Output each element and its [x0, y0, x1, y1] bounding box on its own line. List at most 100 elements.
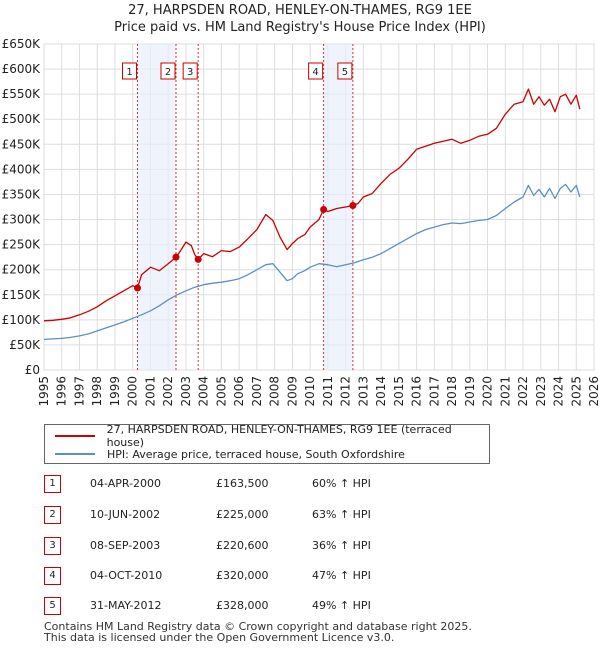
x-tick-label: 2001	[143, 376, 157, 407]
x-tick-label: 2005	[214, 376, 228, 407]
series-line-property	[43, 88, 581, 322]
sale-marker-box	[160, 62, 176, 80]
sale-marker-2: 2	[160, 62, 176, 80]
x-tick-label: 1996	[55, 376, 69, 407]
sale-date: 08-SEP-2003	[90, 539, 161, 552]
x-tick-label: 2017	[427, 376, 441, 407]
x-tick-label: 2025	[569, 376, 583, 407]
sale-row-4: 4 04-OCT-2010 £320,000 47% ↑ HPI	[44, 567, 464, 587]
sale-price: £220,600	[216, 539, 269, 552]
sale-marker-3: 3	[182, 62, 198, 80]
sale-number-badge: 2	[44, 506, 61, 524]
grid-lines	[43, 43, 595, 371]
sale-point-1	[134, 284, 141, 292]
chart-title-address: 27, HARPSDEN ROAD, HENLEY-ON-THAMES, RG9…	[128, 3, 472, 18]
y-tick-label: £600K	[2, 62, 42, 76]
y-axis-ticks: £0 £50K £100K £150K £200K £250K £300K £350K £400…	[2, 37, 42, 377]
x-tick-label: 2013	[356, 376, 370, 407]
y-tick-label: £400K	[2, 162, 42, 176]
x-tick-label: 2007	[250, 376, 264, 407]
y-tick-label: £200K	[2, 263, 42, 277]
x-tick-label: 1997	[72, 376, 86, 407]
sale-point-2	[172, 253, 180, 261]
x-tick-label: 2024	[552, 376, 566, 407]
sale-point-3	[194, 255, 202, 263]
sale-point-5	[349, 201, 357, 209]
x-tick-label: 2009	[285, 376, 299, 407]
x-tick-label: 2018	[445, 376, 459, 407]
y-tick-label: £450K	[2, 137, 42, 151]
sale-row-3: 3 08-SEP-2003 £220,600 36% ↑ HPI	[44, 537, 464, 557]
legend-swatch-hpi	[55, 453, 95, 455]
x-tick-label: 1995	[37, 376, 51, 407]
chart-subtitle: Price paid vs. HM Land Registry's House …	[114, 20, 486, 35]
sale-marker-4: 4	[308, 62, 324, 80]
sale-price: £320,000	[216, 569, 269, 582]
sale-marker-label: 4	[312, 67, 318, 78]
x-tick-label: 2022	[516, 376, 530, 407]
footer-copyright: Contains HM Land Registry data © Crown c…	[44, 620, 472, 633]
x-tick-label: 2019	[463, 376, 477, 407]
sale-number-badge: 1	[44, 475, 61, 493]
sale-row-1: 1 04-APR-2000 £163,500 60% ↑ HPI	[44, 475, 464, 495]
sale-marker-5: 5	[337, 62, 353, 80]
x-tick-label: 2014	[374, 376, 388, 407]
x-tick-label: 2002	[161, 376, 175, 407]
price-chart: 1 2 3 4 5 £0 £50K £100K £150K £200K £250K £300K £35…	[2, 37, 600, 407]
sale-marker-1: 1	[122, 62, 137, 80]
x-tick-label: 2008	[268, 376, 282, 407]
sale-price: £328,000	[216, 599, 269, 612]
sale-marker-box	[122, 62, 137, 80]
sale-hpi-change: 63% ↑ HPI	[312, 508, 371, 521]
sale-period-band	[137, 44, 176, 370]
sale-marker-label: 3	[187, 67, 193, 78]
sale-date: 10-JUN-2002	[90, 508, 161, 521]
y-tick-label: £650K	[2, 37, 42, 51]
sale-row-5: 5 31-MAY-2012 £328,000 49% ↑ HPI	[44, 597, 464, 617]
sale-hpi-change: 47% ↑ HPI	[312, 569, 371, 582]
y-tick-label: £350K	[2, 187, 42, 201]
x-tick-label: 2016	[410, 376, 424, 407]
x-tick-label: 1999	[108, 376, 122, 407]
sale-marker-box	[337, 62, 353, 80]
sale-date: 04-APR-2000	[90, 477, 162, 490]
sale-marker-label: 1	[126, 67, 132, 78]
sale-points	[134, 201, 357, 292]
x-tick-label: 2021	[498, 376, 512, 407]
sale-row-2: 2 10-JUN-2002 £225,000 63% ↑ HPI	[44, 506, 464, 526]
sale-date: 31-MAY-2012	[90, 599, 162, 612]
chart-legend: 27, HARPSDEN ROAD, HENLEY-ON-THAMES, RG9…	[44, 423, 490, 464]
x-tick-label: 2023	[534, 376, 548, 407]
sale-number-badge: 4	[44, 567, 61, 585]
sale-number-badge: 5	[44, 597, 61, 615]
x-tick-label: 2012	[339, 376, 353, 407]
plot-area	[43, 43, 595, 371]
y-tick-label: £50K	[9, 338, 41, 352]
sale-point-4	[320, 206, 328, 214]
legend-item-property: 27, HARPSDEN ROAD, HENLEY-ON-THAMES, RG9…	[55, 423, 489, 449]
x-tick-label: 2000	[126, 376, 140, 407]
x-tick-label: 2026	[587, 376, 600, 407]
x-tick-label: 2010	[303, 376, 317, 407]
x-tick-label: 1998	[90, 376, 104, 407]
legend-label-property: 27, HARPSDEN ROAD, HENLEY-ON-THAMES, RG9…	[106, 423, 452, 449]
sale-marker-label: 2	[165, 67, 171, 78]
y-tick-label: £300K	[2, 213, 42, 227]
y-tick-label: £150K	[2, 288, 42, 302]
y-tick-label: £100K	[2, 313, 42, 327]
series-lines	[43, 88, 581, 341]
x-tick-label: 2015	[392, 376, 406, 407]
legend-item-hpi: HPI: Average price, terraced house, Sout…	[55, 445, 405, 463]
x-tick-label: 2011	[321, 376, 335, 407]
y-tick-label: £0	[25, 363, 40, 377]
x-tick-label: 2020	[481, 376, 495, 407]
series-line-hpi	[43, 183, 581, 341]
x-axis-ticks: 1995 1996 1997 1998 1999 2000 2001 2002 2003 2004…	[37, 376, 600, 407]
sale-marker-label: 5	[342, 67, 348, 78]
footer-licence: This data is licensed under the Open Gov…	[44, 631, 395, 644]
y-tick-label: £500K	[2, 112, 42, 126]
x-tick-label: 2003	[179, 376, 193, 407]
y-tick-label: £250K	[2, 238, 42, 252]
sale-price: £225,000	[216, 508, 269, 521]
sale-hpi-change: 60% ↑ HPI	[312, 477, 371, 490]
